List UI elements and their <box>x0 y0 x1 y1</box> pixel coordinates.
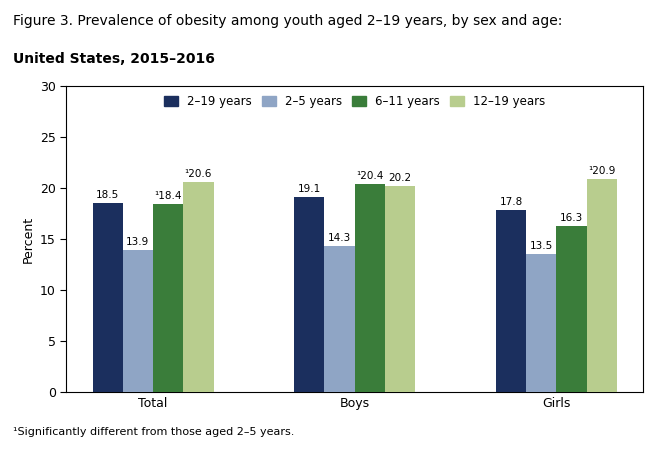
Text: 20.2: 20.2 <box>389 173 412 183</box>
Legend: 2–19 years, 2–5 years, 6–11 years, 12–19 years: 2–19 years, 2–5 years, 6–11 years, 12–19… <box>160 92 549 112</box>
Bar <box>355 184 385 392</box>
Bar <box>153 204 183 392</box>
Text: United States, 2015–2016: United States, 2015–2016 <box>13 52 215 66</box>
Bar <box>183 182 213 392</box>
Text: 19.1: 19.1 <box>298 184 321 194</box>
Text: 16.3: 16.3 <box>560 213 583 223</box>
Bar <box>556 226 587 392</box>
Text: 13.9: 13.9 <box>126 237 150 247</box>
Bar <box>496 211 526 392</box>
Bar <box>385 186 415 392</box>
Bar <box>526 254 556 392</box>
Text: ¹20.9: ¹20.9 <box>588 166 615 175</box>
Text: ¹20.4: ¹20.4 <box>356 171 383 181</box>
Bar <box>123 250 153 392</box>
Bar <box>93 203 123 392</box>
Text: ¹18.4: ¹18.4 <box>154 191 182 201</box>
Text: 18.5: 18.5 <box>96 190 119 200</box>
Text: ¹Significantly different from those aged 2–5 years.: ¹Significantly different from those aged… <box>13 428 294 437</box>
Bar <box>294 197 324 392</box>
Text: Figure 3. Prevalence of obesity among youth aged 2–19 years, by sex and age:: Figure 3. Prevalence of obesity among yo… <box>13 14 563 28</box>
Bar <box>587 179 617 392</box>
Y-axis label: Percent: Percent <box>21 216 34 262</box>
Bar <box>324 246 355 392</box>
Text: 14.3: 14.3 <box>328 233 351 243</box>
Text: 13.5: 13.5 <box>530 241 553 251</box>
Text: ¹20.6: ¹20.6 <box>185 169 212 179</box>
Text: 17.8: 17.8 <box>499 198 522 207</box>
